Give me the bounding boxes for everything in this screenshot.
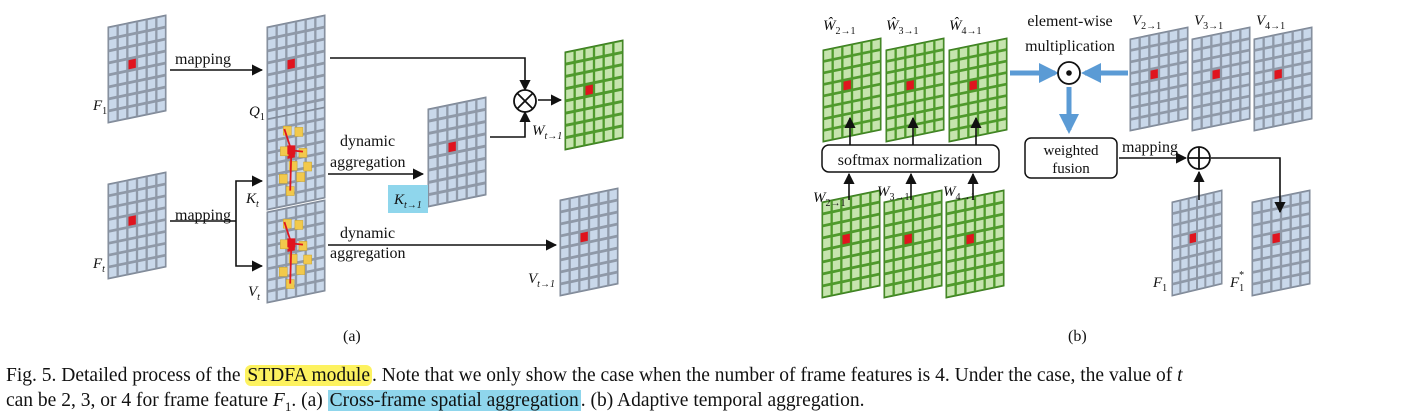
feature-map-Ft [107, 171, 167, 280]
caption-text-2: . Note that we only show the case when t… [371, 365, 1178, 386]
dynamic-label-bottom: dynamic [340, 225, 395, 242]
caption-line-2: can be 2, 3, or 4 for frame feature F1. … [6, 388, 1401, 419]
caption-var-F-sub: 1 [284, 398, 292, 414]
feature-map-F1-star [1251, 189, 1311, 297]
symbol-W2: W2→1 [813, 190, 846, 209]
symbol-V4: V4→1 [1256, 13, 1285, 32]
caption-var-t: t [1177, 365, 1183, 386]
symbol-Q1: Q1 [249, 104, 265, 123]
feature-map-V2 [1129, 26, 1189, 132]
caption-text-5: . (b) Adaptive temporal aggregation. [580, 390, 865, 411]
aggregation-label-top: aggregation [330, 154, 406, 171]
feature-map-V3 [1191, 26, 1251, 132]
symbol-F1-star: F1* [1229, 270, 1244, 294]
feature-map-Kt [266, 106, 326, 211]
caption-line-1: Fig. 5. Detailed process of the STDFA mo… [6, 363, 1401, 388]
feature-map-F1 [107, 14, 167, 124]
feature-map-What3 [885, 37, 945, 143]
caption-highlight-stdfa: STDFA module [245, 365, 372, 386]
caption-fig-number: Fig. 5. [6, 365, 57, 386]
symbol-V2: V2→1 [1132, 13, 1161, 32]
symbol-Vt: Vt [248, 284, 260, 303]
mapping-label-bottom: mapping [175, 207, 231, 224]
feature-map-Wt1 [564, 39, 624, 151]
symbol-Wt1: Wt→1 [532, 123, 562, 142]
symbol-V3: V3→1 [1194, 13, 1223, 32]
symbol-Ft: Ft [92, 256, 105, 275]
feature-map-W4 [945, 189, 1005, 299]
feature-map-Vt1 [559, 187, 619, 297]
feature-map-V4 [1253, 26, 1313, 132]
caption-text-3: can be 2, 3, or 4 for frame feature [6, 390, 273, 411]
symbol-What2: Ŵ2→1 [823, 17, 856, 37]
symbol-What3: Ŵ3→1 [886, 17, 919, 37]
softmax-box [821, 144, 1000, 173]
dynamic-label-top: dynamic [340, 133, 395, 150]
panel-a: mapping mapping dynamic aggregation dyna… [92, 14, 624, 345]
figure: mapping mapping dynamic aggregation dyna… [92, 13, 1313, 345]
feature-map-What2 [822, 37, 882, 143]
panel-a-label: (a) [343, 328, 361, 345]
elementwise-label: element-wise [1027, 13, 1112, 30]
feature-map-W3 [883, 189, 943, 299]
symbol-F1: F1 [92, 98, 107, 117]
symbol-Kt1: Kt→1 [393, 192, 422, 211]
softmax-label: softmax normalization [838, 152, 982, 169]
feature-map-Q1 [266, 14, 326, 124]
highlight-box [388, 185, 428, 213]
otimes-icon [513, 89, 537, 113]
odot-icon [1057, 61, 1081, 85]
feature-map-Vt [266, 199, 326, 304]
multiplication-label: multiplication [1025, 38, 1115, 55]
oplus-icon [1187, 146, 1211, 170]
feature-map-What4 [948, 37, 1008, 143]
caption-var-F: F [272, 390, 285, 411]
symbol-W3: W3→1 [877, 184, 910, 203]
aggregation-label-bottom: aggregation [330, 245, 406, 262]
panel-b-label: (b) [1068, 328, 1087, 345]
caption-text-4: . (a) [291, 390, 328, 411]
figure-caption: Fig. 5. Detailed process of the STDFA mo… [6, 363, 1401, 419]
feature-map-Kt1 [427, 96, 487, 208]
symbol-W4: W4→1 [943, 184, 976, 203]
weighted-label: weighted [1044, 143, 1099, 159]
mapping-label-top: mapping [175, 51, 231, 68]
symbol-F1-b: F1 [1152, 275, 1167, 294]
fusion-label: fusion [1052, 161, 1090, 177]
feature-map-W2 [821, 189, 881, 299]
weighted-fusion-box [1024, 137, 1118, 179]
caption-highlight-cross-frame: Cross-frame spatial aggregation [327, 390, 581, 411]
feature-map-F1-b [1171, 189, 1223, 297]
symbol-What4: Ŵ4→1 [949, 17, 982, 37]
symbol-Kt: Kt [245, 191, 259, 210]
panel-b: softmax normalization weighted fusion [813, 13, 1313, 345]
mapping-label-b: mapping [1122, 139, 1178, 156]
symbol-Vt1: Vt→1 [528, 271, 555, 290]
caption-text-1: Detailed process of the [56, 365, 246, 386]
